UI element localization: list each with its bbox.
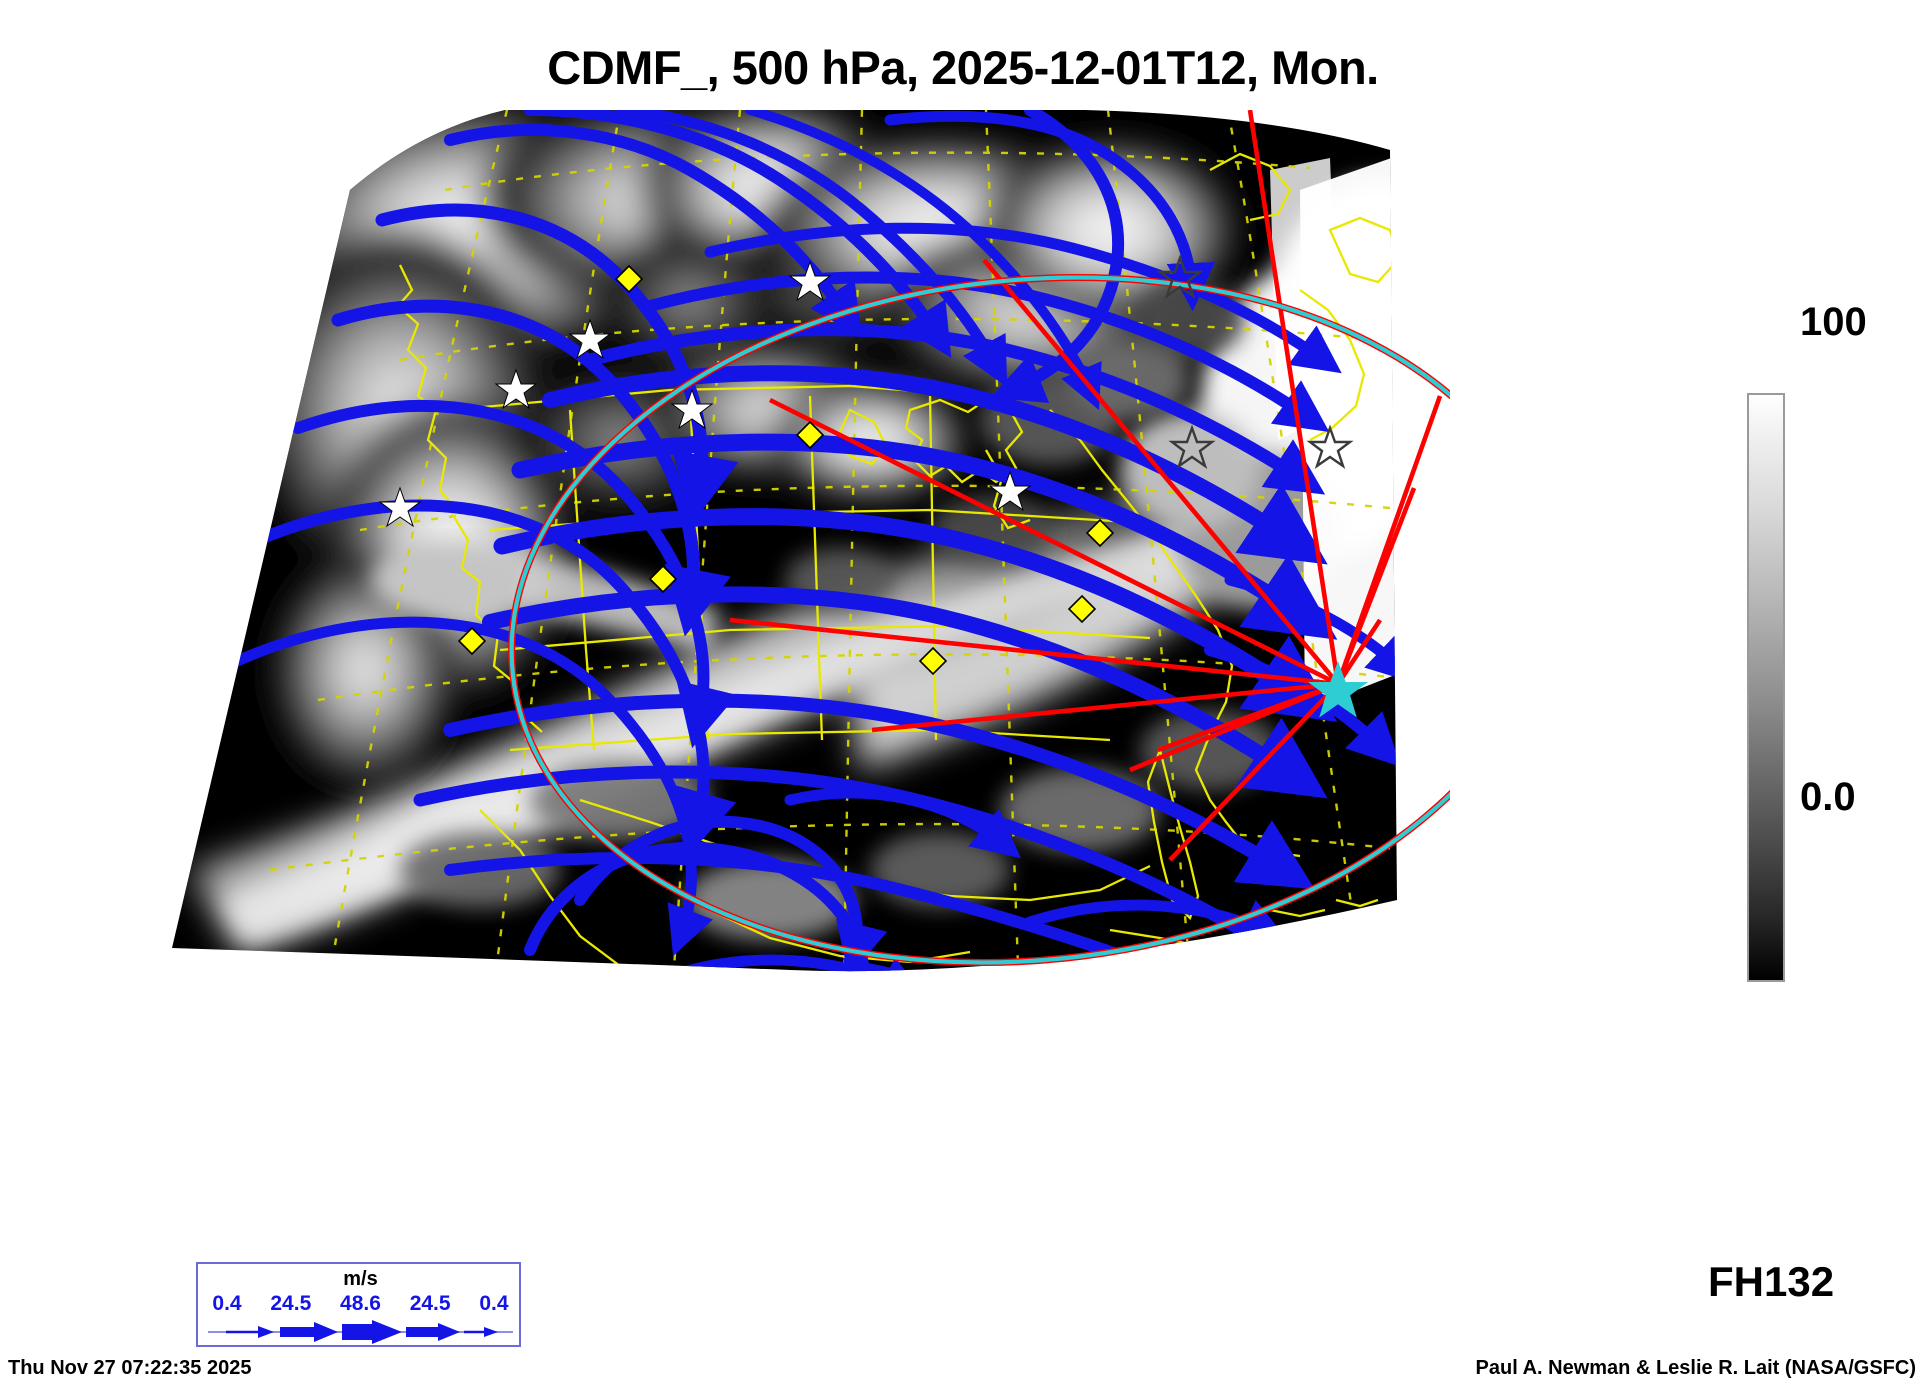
legend-value-4: 0.4 bbox=[479, 1292, 509, 1315]
forecast-hour-label: FH132 bbox=[1708, 1258, 1835, 1305]
map-plot[interactable] bbox=[150, 110, 1450, 1010]
legend-unit-label: m/s bbox=[343, 1268, 378, 1290]
legend-value-3: 24.5 bbox=[409, 1292, 451, 1315]
site-marker-layer[interactable] bbox=[378, 254, 1368, 718]
colorbar-max-label: 100 bbox=[1800, 300, 1867, 344]
legend-value-0: 0.4 bbox=[212, 1292, 242, 1315]
wind-speed-legend: m/s 0.4 24.5 48.6 24.5 0.4 bbox=[196, 1262, 521, 1347]
legend-value-2: 48.6 bbox=[340, 1292, 381, 1315]
page-title: CDMF_, 500 hPa, 2025-12-01T12, Mon. bbox=[547, 41, 1379, 94]
hub-station-marker bbox=[1308, 661, 1368, 718]
legend-arrow-scale bbox=[208, 1320, 513, 1344]
legend-value-1: 24.5 bbox=[270, 1292, 312, 1315]
colorbar-min-label: 0.0 bbox=[1800, 775, 1856, 819]
author-credit: Paul A. Newman & Leslie R. Lait (NASA/GS… bbox=[1475, 1357, 1916, 1379]
range-ring bbox=[508, 274, 1450, 966]
yellow-diamond-marker bbox=[457, 264, 1115, 676]
legend-value-row: 0.4 24.5 48.6 24.5 0.4 bbox=[198, 1292, 523, 1316]
white-star-marker bbox=[378, 260, 1032, 528]
great-circle-radials bbox=[729, 110, 1443, 862]
colorbar bbox=[1747, 393, 1785, 982]
generation-timestamp: Thu Nov 27 07:22:35 2025 bbox=[8, 1357, 252, 1379]
map-panel[interactable] bbox=[150, 110, 1450, 1010]
open-star-marker bbox=[1156, 254, 1354, 470]
